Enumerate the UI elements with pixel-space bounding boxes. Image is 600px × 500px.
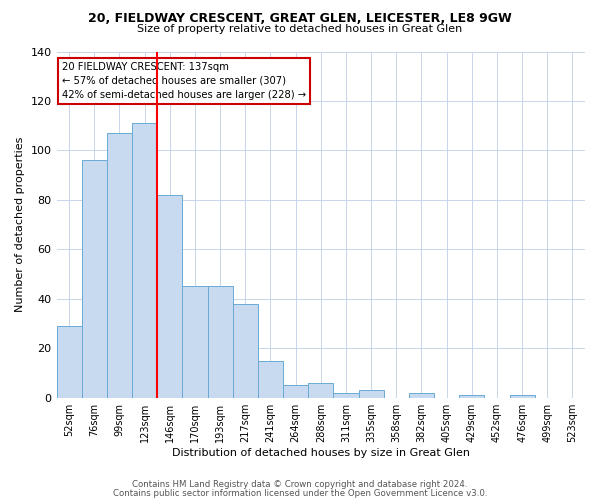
Bar xyxy=(132,123,157,398)
Text: Contains HM Land Registry data © Crown copyright and database right 2024.: Contains HM Land Registry data © Crown c… xyxy=(132,480,468,489)
Text: 20 FIELDWAY CRESCENT: 137sqm
← 57% of detached houses are smaller (307)
42% of s: 20 FIELDWAY CRESCENT: 137sqm ← 57% of de… xyxy=(62,62,306,100)
Y-axis label: Number of detached properties: Number of detached properties xyxy=(15,137,25,312)
Bar xyxy=(233,304,258,398)
Bar xyxy=(208,286,233,398)
Text: 20, FIELDWAY CRESCENT, GREAT GLEN, LEICESTER, LE8 9GW: 20, FIELDWAY CRESCENT, GREAT GLEN, LEICE… xyxy=(88,12,512,26)
Bar xyxy=(56,326,82,398)
Bar xyxy=(409,393,434,398)
Bar xyxy=(182,286,208,398)
Bar xyxy=(359,390,383,398)
Text: Contains public sector information licensed under the Open Government Licence v3: Contains public sector information licen… xyxy=(113,488,487,498)
Bar xyxy=(509,395,535,398)
X-axis label: Distribution of detached houses by size in Great Glen: Distribution of detached houses by size … xyxy=(172,448,470,458)
Bar xyxy=(459,395,484,398)
Text: Size of property relative to detached houses in Great Glen: Size of property relative to detached ho… xyxy=(137,24,463,34)
Bar xyxy=(283,386,308,398)
Bar xyxy=(258,360,283,398)
Bar xyxy=(334,393,359,398)
Bar xyxy=(82,160,107,398)
Bar xyxy=(107,133,132,398)
Bar xyxy=(157,195,182,398)
Bar xyxy=(308,383,334,398)
